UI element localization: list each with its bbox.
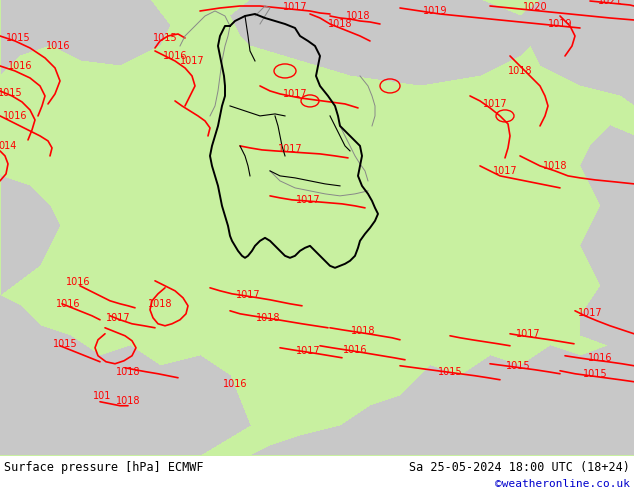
Text: 1018: 1018	[351, 326, 375, 336]
Text: 1016: 1016	[163, 51, 187, 61]
Text: 1016: 1016	[3, 111, 27, 121]
Text: 1017: 1017	[578, 308, 602, 318]
Text: 1020: 1020	[522, 2, 547, 12]
Text: 1019: 1019	[423, 6, 447, 16]
Text: 1016: 1016	[66, 277, 90, 287]
Text: 014: 014	[0, 141, 17, 151]
Text: 1018: 1018	[346, 11, 370, 21]
Text: 1017: 1017	[179, 56, 204, 66]
Text: 1017: 1017	[295, 346, 320, 356]
Text: 1017: 1017	[236, 290, 261, 300]
Text: 1018: 1018	[256, 313, 280, 323]
Text: 1019: 1019	[548, 19, 573, 29]
Text: 1017: 1017	[482, 99, 507, 109]
Text: 1016: 1016	[223, 379, 247, 389]
Text: 1018: 1018	[543, 161, 567, 171]
Text: 1017: 1017	[493, 166, 517, 176]
Text: 1017: 1017	[106, 313, 131, 323]
Text: Sa 25-05-2024 18:00 UTC (18+24): Sa 25-05-2024 18:00 UTC (18+24)	[409, 461, 630, 474]
Text: 1017: 1017	[283, 2, 307, 12]
Text: 1015: 1015	[0, 88, 22, 98]
Text: 1015: 1015	[506, 361, 530, 371]
Text: 1018: 1018	[508, 66, 533, 76]
Text: 1018: 1018	[116, 367, 140, 377]
Text: 1017: 1017	[295, 195, 320, 205]
Text: 1015: 1015	[583, 369, 607, 379]
Text: 1018: 1018	[328, 19, 353, 29]
Text: Surface pressure [hPa] ECMWF: Surface pressure [hPa] ECMWF	[4, 461, 204, 474]
Text: 1016: 1016	[56, 299, 81, 309]
Text: 1017: 1017	[283, 89, 307, 99]
Text: 1016: 1016	[46, 41, 70, 51]
Text: ©weatheronline.co.uk: ©weatheronline.co.uk	[495, 479, 630, 489]
Text: 1017: 1017	[278, 144, 302, 154]
Text: 1018: 1018	[148, 299, 172, 309]
Text: 1017: 1017	[515, 329, 540, 339]
Text: 1015: 1015	[153, 33, 178, 43]
Text: 1016: 1016	[343, 345, 367, 355]
Text: 1015: 1015	[437, 367, 462, 377]
Text: 1018: 1018	[116, 396, 140, 406]
Text: 1015: 1015	[6, 33, 30, 43]
Text: 1021: 1021	[598, 0, 623, 6]
Text: 1016: 1016	[588, 353, 612, 363]
Text: 101: 101	[93, 391, 111, 401]
Text: 1015: 1015	[53, 339, 77, 349]
Text: 1016: 1016	[8, 61, 32, 71]
